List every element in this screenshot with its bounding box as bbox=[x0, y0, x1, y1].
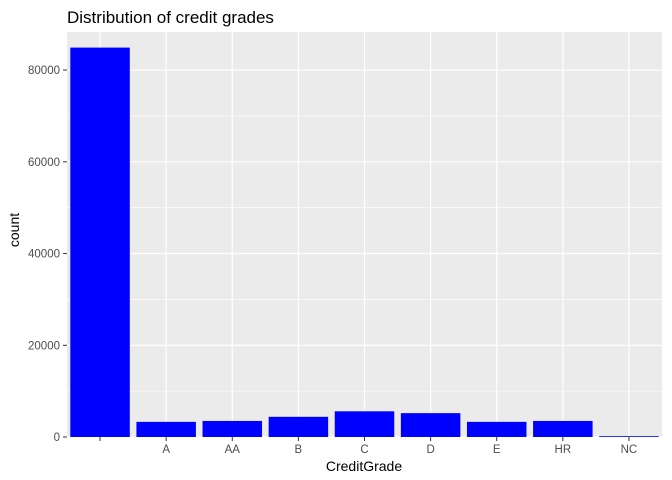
x-tick-label: AA bbox=[225, 444, 241, 456]
y-axis-label: count bbox=[6, 213, 22, 247]
chart-title: Distribution of credit grades bbox=[67, 8, 274, 27]
x-tick-label: E bbox=[493, 444, 501, 456]
y-tick-label: 60000 bbox=[28, 157, 60, 169]
bar bbox=[466, 421, 527, 437]
x-tick-label: A bbox=[162, 444, 170, 456]
bar bbox=[400, 413, 461, 437]
bar bbox=[334, 411, 395, 437]
y-axis-ticks: 0 20000 40000 60000 80000 bbox=[28, 65, 67, 444]
x-tick-label: HR bbox=[555, 444, 572, 456]
bar bbox=[136, 421, 196, 437]
bar bbox=[599, 436, 659, 437]
x-axis-ticks: A AA B C D E HR NC bbox=[99, 437, 638, 456]
bars bbox=[70, 47, 659, 437]
bar bbox=[70, 47, 130, 437]
bar bbox=[268, 416, 329, 437]
y-tick-label: 80000 bbox=[28, 65, 60, 77]
y-tick-label: 20000 bbox=[28, 340, 60, 352]
bar bbox=[202, 420, 263, 437]
x-tick-label: B bbox=[295, 444, 303, 456]
y-tick-label: 0 bbox=[54, 432, 60, 444]
bar bbox=[533, 420, 593, 437]
y-tick-label: 40000 bbox=[28, 249, 60, 261]
x-tick-label: C bbox=[360, 444, 368, 456]
x-axis-label: CreditGrade bbox=[326, 458, 402, 474]
x-tick-label: NC bbox=[621, 444, 638, 456]
x-tick-label: D bbox=[426, 444, 434, 456]
